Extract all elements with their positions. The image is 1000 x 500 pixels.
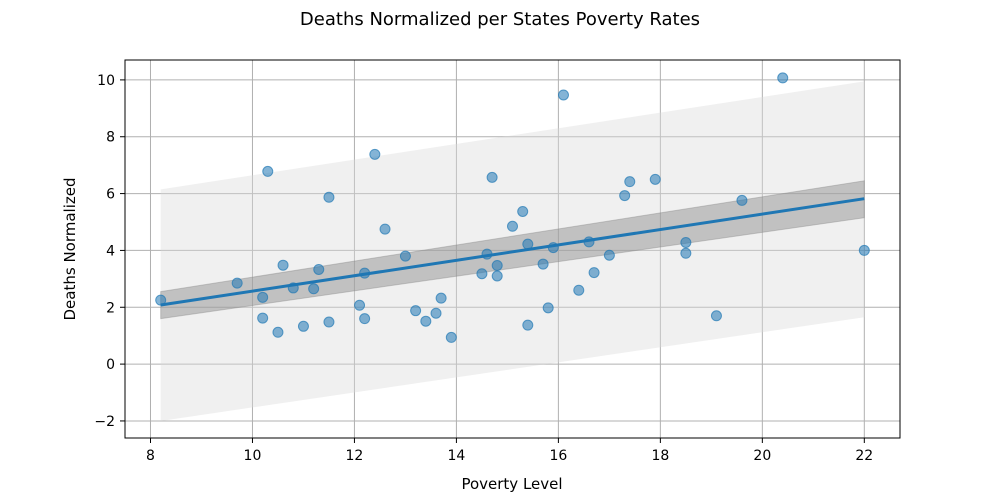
x-tick-label: 18 — [651, 448, 669, 464]
data-point — [297, 320, 309, 332]
data-point — [410, 305, 422, 317]
y-tick-label: 6 — [106, 187, 115, 203]
x-tick-label: 14 — [448, 448, 466, 464]
data-point — [680, 236, 692, 248]
data-point — [231, 277, 243, 289]
x-tick-label: 10 — [244, 448, 262, 464]
y-tick-label: 8 — [106, 130, 115, 146]
data-point — [435, 292, 447, 304]
data-point — [323, 191, 335, 203]
data-point — [603, 249, 615, 261]
data-point — [379, 223, 391, 235]
data-point — [420, 315, 432, 327]
data-point — [155, 294, 167, 306]
data-point — [476, 268, 488, 280]
data-point — [736, 194, 748, 206]
data-point — [522, 319, 534, 331]
data-point — [542, 302, 554, 314]
y-tick-label: −2 — [94, 414, 115, 430]
plot-frame — [124, 59, 901, 439]
data-point — [257, 312, 269, 324]
x-tick-label: 20 — [753, 448, 771, 464]
data-point — [777, 72, 789, 84]
data-point — [369, 148, 381, 160]
regression — [160, 197, 865, 307]
y-tick-label: 4 — [106, 243, 115, 259]
data-point — [257, 291, 269, 303]
data-point — [277, 259, 289, 271]
y-axis-label: Deaths Normalized — [61, 177, 79, 320]
data-point — [491, 259, 503, 271]
x-tick-label: 22 — [855, 448, 873, 464]
data-point — [272, 326, 284, 338]
data-point — [507, 220, 518, 232]
chart-title: Deaths Normalized per States Poverty Rat… — [300, 9, 700, 30]
data-point — [359, 313, 371, 325]
data-point — [262, 165, 274, 177]
grid — [125, 60, 900, 438]
confidence-band — [160, 180, 865, 320]
data-point — [649, 173, 661, 185]
data-point — [486, 171, 498, 183]
ticks: 8 10 12 14 16 18 20 22 −2 0 2 4 6 8 10 — [94, 73, 873, 464]
data-point — [517, 205, 529, 217]
data-point — [313, 263, 325, 275]
regression-line — [160, 197, 865, 307]
data-point — [354, 299, 366, 311]
data-point — [588, 267, 600, 279]
y-tick-label: 0 — [106, 357, 115, 373]
data-point — [399, 250, 411, 262]
data-point — [710, 310, 722, 322]
x-tick-label: 16 — [549, 448, 567, 464]
data-point — [619, 190, 631, 202]
data-point — [557, 89, 569, 101]
data-point — [308, 283, 320, 295]
data-point — [573, 284, 585, 296]
y-tick-label: 2 — [106, 300, 115, 316]
data-point — [680, 247, 692, 259]
x-tick-label: 8 — [146, 448, 155, 464]
data-point — [445, 331, 457, 343]
data-point — [323, 316, 335, 328]
data-point — [491, 270, 503, 282]
data-point — [430, 307, 442, 319]
data-point — [624, 176, 636, 188]
data-point — [537, 258, 549, 270]
y-tick-label: 10 — [97, 73, 115, 89]
x-tick-label: 12 — [346, 448, 364, 464]
x-axis-label: Poverty Level — [461, 475, 562, 493]
data-point — [858, 244, 870, 256]
